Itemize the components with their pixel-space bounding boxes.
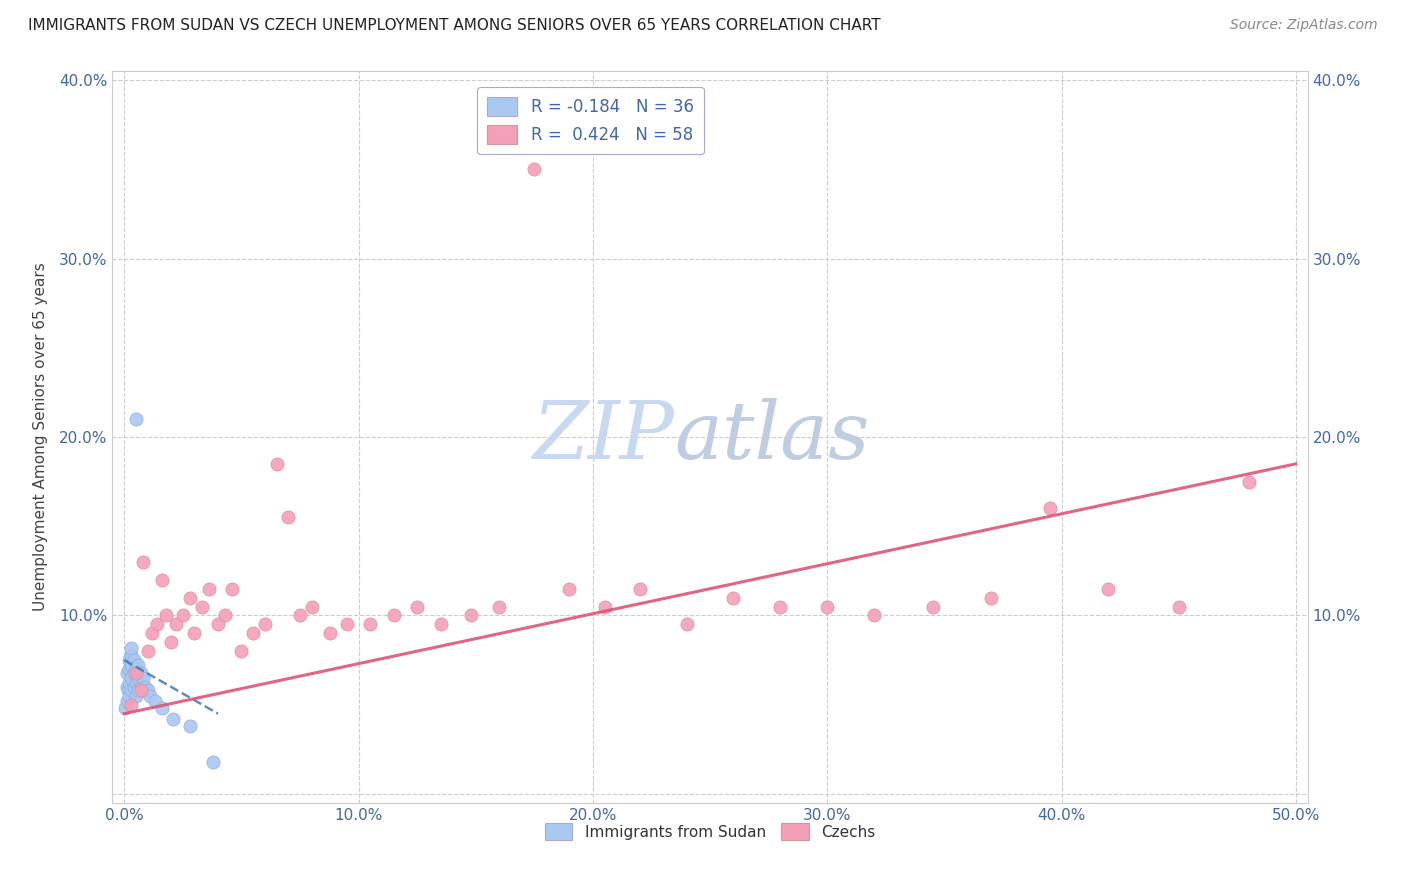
Point	[162, 712, 184, 726]
Point	[1097, 582, 1119, 596]
Point	[202, 755, 225, 769]
Text: ZIP: ZIP	[533, 399, 675, 475]
Point	[132, 671, 155, 685]
Point	[1355, 501, 1378, 516]
Point	[628, 582, 651, 596]
Point	[118, 676, 141, 690]
Point	[129, 680, 152, 694]
Point	[558, 582, 581, 596]
Point	[183, 626, 205, 640]
Point	[593, 599, 616, 614]
Point	[132, 555, 155, 569]
Point	[288, 608, 311, 623]
Point	[134, 680, 156, 694]
Point	[143, 694, 166, 708]
Point	[980, 591, 1002, 605]
Point	[319, 626, 342, 640]
Point	[406, 599, 429, 614]
Point	[139, 689, 162, 703]
Point	[1378, 510, 1400, 524]
Legend: Immigrants from Sudan, Czechs: Immigrants from Sudan, Czechs	[538, 816, 882, 847]
Point	[277, 510, 299, 524]
Point	[207, 617, 229, 632]
Point	[172, 608, 194, 623]
Point	[136, 644, 159, 658]
Point	[723, 591, 745, 605]
Point	[125, 689, 148, 703]
Point	[523, 162, 546, 177]
Point	[1237, 475, 1260, 489]
Point	[921, 599, 943, 614]
Point	[179, 591, 201, 605]
Point	[115, 665, 138, 680]
Point	[359, 617, 381, 632]
Point	[146, 617, 169, 632]
Point	[253, 617, 276, 632]
Point	[1402, 483, 1406, 498]
Point	[1167, 599, 1189, 614]
Point	[118, 653, 141, 667]
Point	[1308, 492, 1330, 507]
Point	[179, 719, 201, 733]
Point	[136, 683, 159, 698]
Point	[127, 683, 149, 698]
Point	[141, 626, 163, 640]
Point	[221, 582, 243, 596]
Point	[266, 457, 288, 471]
Point	[129, 683, 152, 698]
Point	[129, 665, 152, 680]
Point	[122, 680, 145, 694]
Point	[675, 617, 697, 632]
Point	[165, 617, 187, 632]
Point	[190, 599, 212, 614]
Point	[115, 694, 138, 708]
Point	[118, 662, 141, 676]
Point	[122, 665, 145, 680]
Point	[115, 680, 138, 694]
Point	[120, 648, 142, 662]
Point	[429, 617, 451, 632]
Text: atlas: atlas	[675, 399, 869, 475]
Point	[769, 599, 792, 614]
Point	[160, 635, 183, 649]
Point	[118, 689, 141, 703]
Point	[155, 608, 177, 623]
Point	[231, 644, 253, 658]
Point	[815, 599, 838, 614]
Point	[117, 683, 139, 698]
Point	[460, 608, 482, 623]
Point	[114, 701, 136, 715]
Point	[150, 573, 173, 587]
Point	[336, 617, 359, 632]
Point	[1039, 501, 1062, 516]
Point	[125, 662, 148, 676]
Point	[242, 626, 264, 640]
Point	[127, 658, 149, 673]
Point	[120, 658, 142, 673]
Point	[120, 640, 142, 655]
Point	[120, 698, 142, 712]
Point	[214, 608, 236, 623]
Point	[1331, 510, 1354, 524]
Point	[122, 653, 145, 667]
Y-axis label: Unemployment Among Seniors over 65 years: Unemployment Among Seniors over 65 years	[32, 263, 48, 611]
Text: Source: ZipAtlas.com: Source: ZipAtlas.com	[1230, 18, 1378, 32]
Point	[127, 671, 149, 685]
Point	[150, 701, 173, 715]
Point	[301, 599, 323, 614]
Point	[125, 412, 148, 426]
Point	[120, 683, 142, 698]
Point	[382, 608, 405, 623]
Point	[197, 582, 219, 596]
Point	[125, 665, 148, 680]
Point	[125, 676, 148, 690]
Point	[863, 608, 886, 623]
Point	[132, 683, 155, 698]
Point	[120, 671, 142, 685]
Point	[488, 599, 510, 614]
Text: IMMIGRANTS FROM SUDAN VS CZECH UNEMPLOYMENT AMONG SENIORS OVER 65 YEARS CORRELAT: IMMIGRANTS FROM SUDAN VS CZECH UNEMPLOYM…	[28, 18, 880, 33]
